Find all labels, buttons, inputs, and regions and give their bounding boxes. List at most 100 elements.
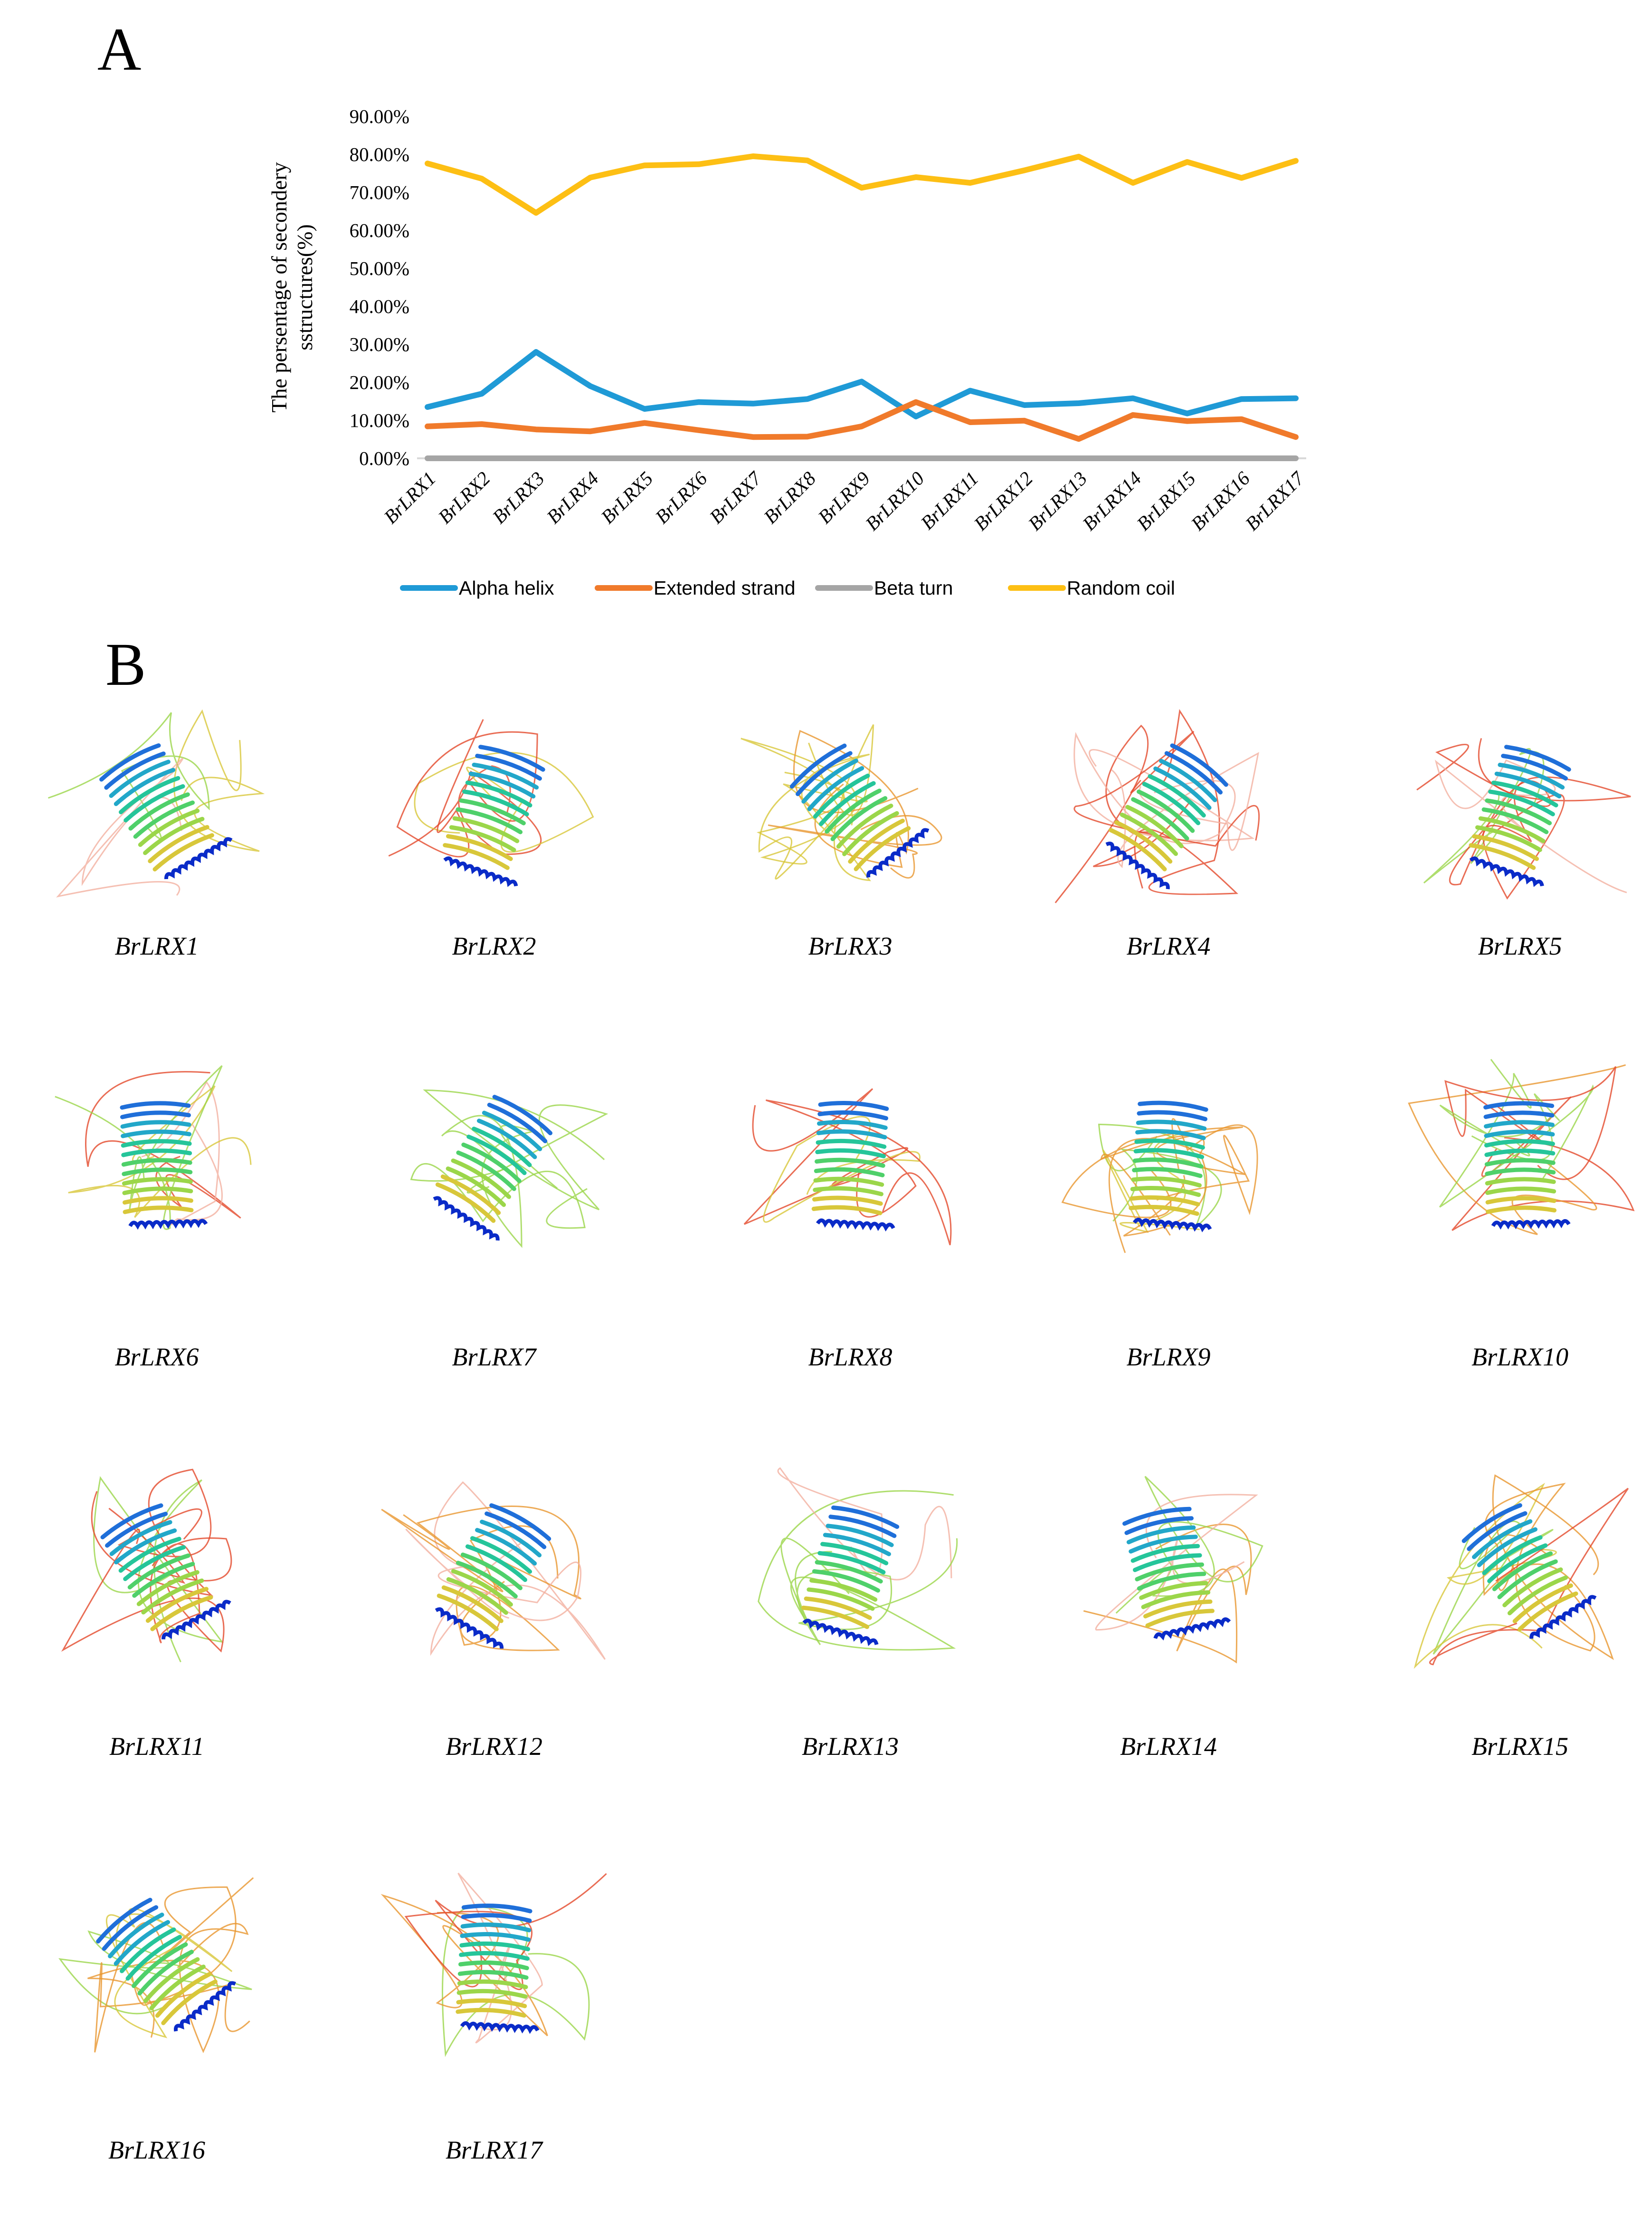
beta-strand	[125, 1935, 182, 1981]
beta-strand	[811, 1205, 883, 1215]
beta-strand	[456, 1561, 518, 1599]
beta-strand	[1478, 816, 1546, 843]
beta-strand	[1484, 1139, 1555, 1148]
beta-strand	[472, 1127, 532, 1167]
protein-structure-image	[55, 1065, 252, 1230]
structure-label: BrLRX6	[114, 1343, 199, 1371]
beta-strand	[446, 1166, 506, 1207]
beta-strand	[815, 1148, 886, 1158]
beta-sheet-core	[96, 1897, 236, 2032]
y-tick-label: 30.00%	[350, 333, 409, 355]
beta-strand	[138, 808, 200, 847]
beta-strand	[807, 1587, 875, 1611]
beta-strand	[1143, 1599, 1213, 1619]
beta-sheet-core	[1122, 1506, 1231, 1641]
beta-strand	[1518, 1591, 1578, 1631]
x-tick-label: BrLRX12	[969, 467, 1037, 535]
y-tick-label: 40.00%	[350, 295, 409, 317]
beta-strand	[114, 1920, 171, 1966]
y-axis-title-line: sstructures(%)	[293, 224, 317, 350]
y-tick-label: 20.00%	[350, 371, 409, 393]
beta-strand	[814, 1167, 885, 1177]
beta-strand	[817, 1110, 889, 1121]
beta-strand	[1483, 1110, 1555, 1119]
beta-strand	[1142, 782, 1201, 825]
alpha-helix	[1491, 1219, 1571, 1230]
alpha-helix	[128, 1219, 208, 1230]
protein-structure-image	[380, 1873, 607, 2057]
beta-strand	[1484, 1129, 1555, 1138]
beta-strand	[1485, 1167, 1556, 1176]
beta-strand	[809, 1578, 878, 1602]
series-line-extended-strand	[425, 399, 1299, 442]
x-tick-label: BrLRX16	[1187, 467, 1254, 534]
coil-trace	[765, 1099, 952, 1245]
beta-strand	[1134, 1138, 1205, 1150]
y-axis-title: The persentage of secondery sstructures(%…	[267, 162, 317, 412]
beta-strand	[121, 1148, 192, 1157]
beta-sheet-core	[120, 1101, 208, 1230]
protein-structure-image	[410, 1089, 608, 1248]
beta-strand	[460, 1932, 531, 1942]
coil-trace	[1484, 1483, 1595, 1652]
beta-strand	[457, 1979, 528, 1989]
coil-trace	[47, 712, 210, 840]
coil-trace	[758, 1490, 956, 1651]
beta-strand	[825, 788, 882, 834]
coil-trace	[61, 1507, 225, 1653]
beta-strand	[828, 1515, 897, 1538]
beta-strand	[122, 1186, 193, 1195]
structure-label: BrLRX10	[1471, 1343, 1569, 1371]
coil-trace	[150, 1537, 232, 1644]
structure-label: BrLRX12	[445, 1732, 543, 1761]
beta-strand	[1483, 1120, 1555, 1129]
structure-label: BrLRX15	[1471, 1732, 1569, 1761]
beta-strand	[1137, 1110, 1207, 1121]
x-tick-label: BrLRX5	[597, 467, 657, 528]
beta-strand	[141, 1578, 204, 1615]
beta-strand	[477, 1118, 537, 1159]
beta-strand	[1159, 758, 1217, 803]
beta-strand	[127, 1553, 190, 1590]
beta-strand	[1132, 1157, 1204, 1169]
beta-strand	[1485, 1196, 1557, 1205]
beta-strand	[815, 1157, 885, 1168]
alpha-helix	[1469, 856, 1544, 887]
beta-strand	[152, 833, 214, 871]
beta-strand	[122, 1177, 193, 1186]
beta-strand	[1139, 1581, 1208, 1600]
beta-strand	[128, 792, 190, 831]
beta-strand	[443, 843, 510, 870]
beta-strand	[99, 743, 161, 782]
beta-strand	[804, 1596, 872, 1620]
beta-strand	[1129, 1204, 1199, 1216]
y-tick-label: 70.00%	[350, 181, 409, 203]
coil-trace	[1134, 709, 1238, 895]
beta-strand	[1481, 807, 1549, 834]
beta-sheet-core	[435, 1503, 551, 1649]
beta-strand	[466, 1135, 527, 1175]
beta-strand	[1462, 1503, 1522, 1544]
beta-strand	[123, 1205, 194, 1214]
beta-strand	[440, 1174, 501, 1215]
beta-strand	[462, 789, 529, 816]
beta-strand	[1494, 771, 1562, 799]
beta-strand	[1488, 789, 1555, 816]
structure-label: BrLRX17	[445, 2136, 543, 2164]
beta-strand	[1137, 1572, 1206, 1591]
beta-strand	[105, 1512, 168, 1548]
beta-strand	[1136, 789, 1195, 833]
beta-strand	[1125, 805, 1184, 849]
beta-strand	[114, 1528, 177, 1564]
beta-strand	[820, 1542, 889, 1565]
coil-trace	[441, 1115, 558, 1248]
beta-strand	[457, 1970, 529, 1980]
protein-structure-image	[758, 1467, 958, 1651]
beta-strand	[1129, 1535, 1198, 1554]
coil-trace	[430, 1481, 606, 1660]
y-tick-label: 60.00%	[350, 219, 409, 241]
beta-strand	[813, 773, 870, 819]
structure-label: BrLRX8	[808, 1343, 892, 1371]
coil-trace	[91, 1468, 214, 1597]
beta-strand	[468, 771, 536, 799]
